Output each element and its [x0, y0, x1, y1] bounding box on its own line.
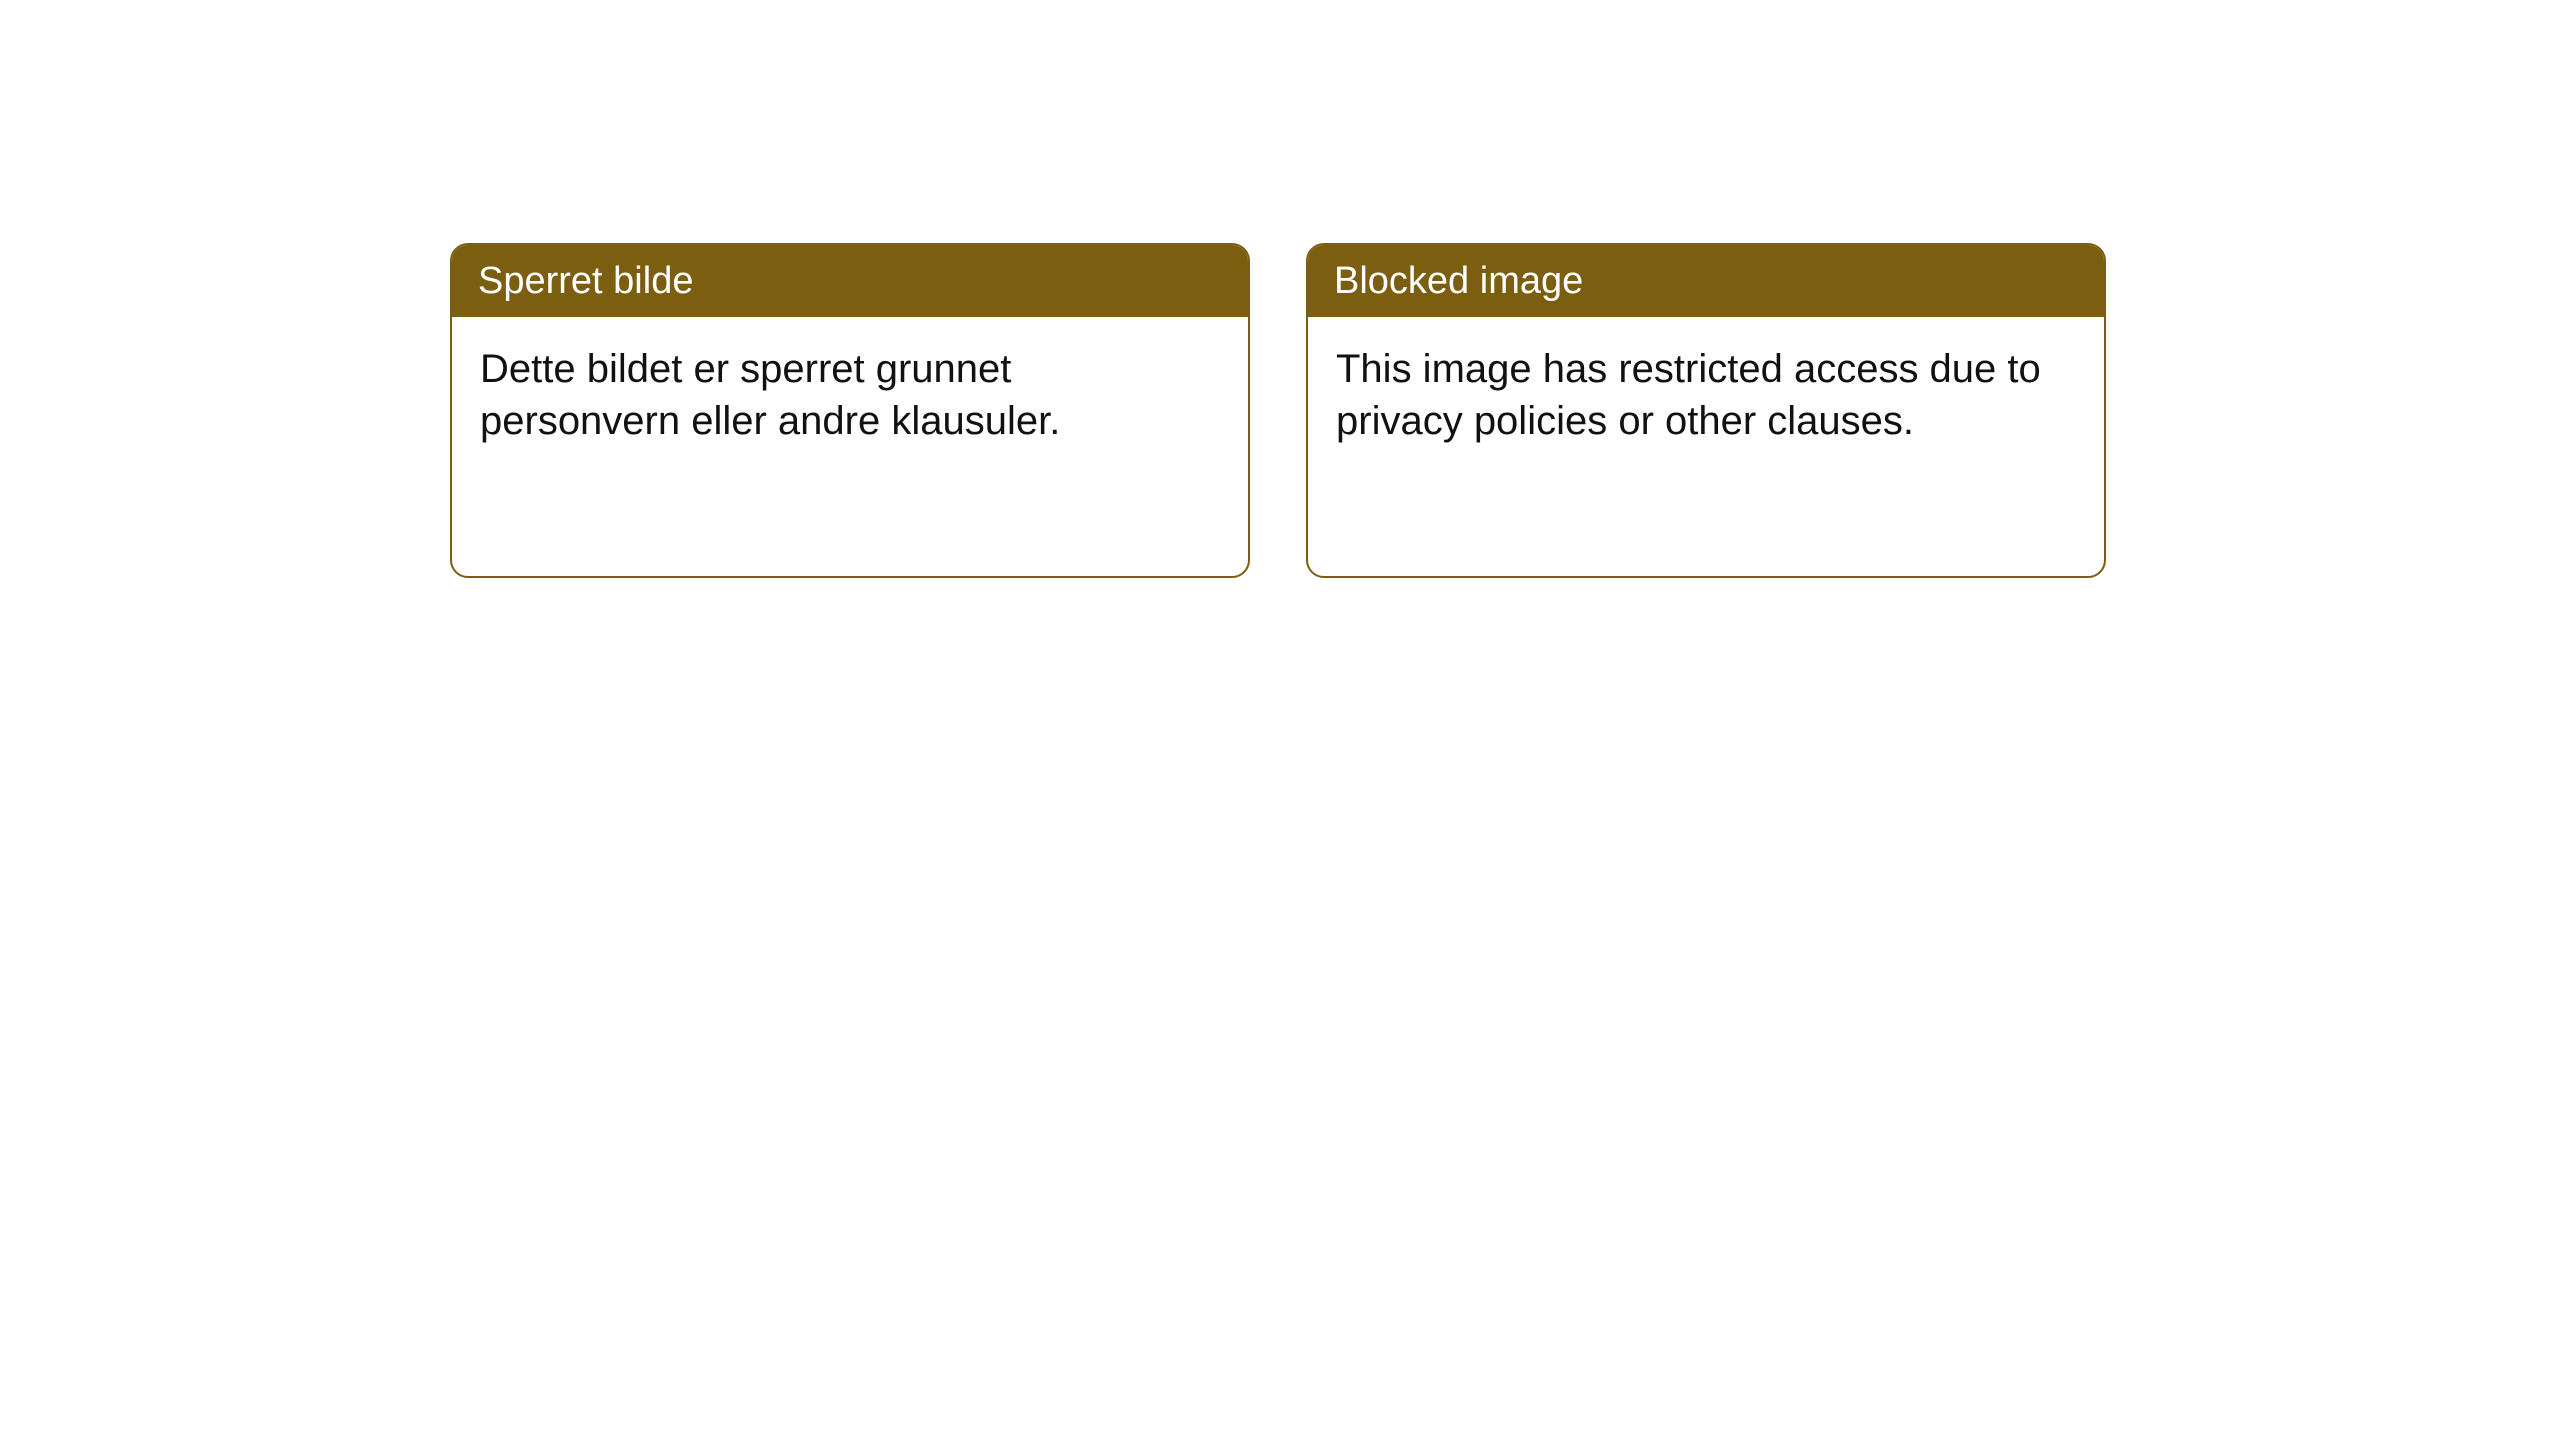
notice-card-en-header: Blocked image — [1308, 245, 2104, 317]
notice-cards-row: Sperret bilde Dette bildet er sperret gr… — [450, 243, 2106, 578]
notice-card-no-title: Sperret bilde — [478, 260, 693, 302]
notice-card-no: Sperret bilde Dette bildet er sperret gr… — [450, 243, 1250, 578]
notice-card-no-body: Dette bildet er sperret grunnet personve… — [452, 317, 1248, 576]
notice-card-en-text: This image has restricted access due to … — [1336, 347, 2041, 444]
notice-card-no-text: Dette bildet er sperret grunnet personve… — [480, 347, 1060, 444]
notice-card-en-body: This image has restricted access due to … — [1308, 317, 2104, 576]
notice-card-no-header: Sperret bilde — [452, 245, 1248, 317]
notice-card-en-title: Blocked image — [1334, 260, 1583, 302]
notice-card-en: Blocked image This image has restricted … — [1306, 243, 2106, 578]
